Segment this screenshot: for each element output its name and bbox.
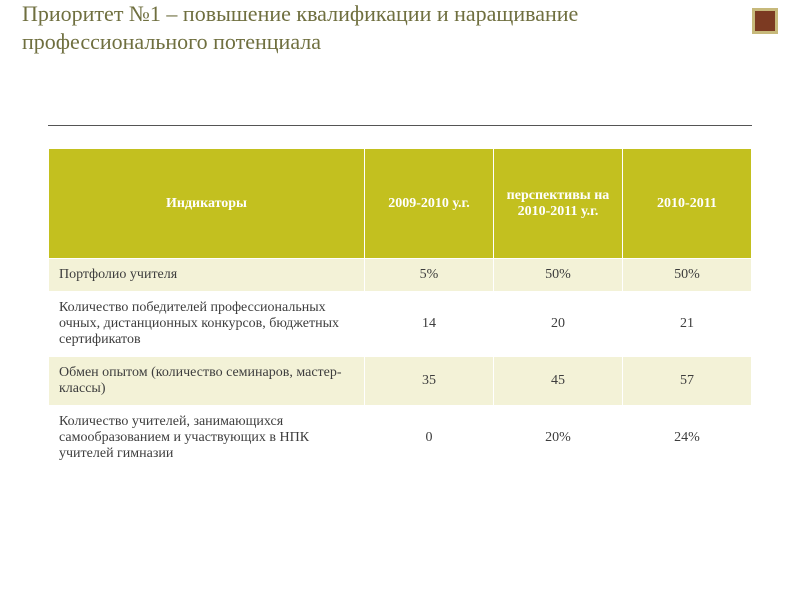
divider-line [48, 125, 752, 126]
indicator-cell: Количество победителей профессиональных … [49, 292, 365, 357]
table-header-row: Индикаторы 2009-2010 у.г. перспективы на… [49, 149, 752, 259]
value-cell: 14 [365, 292, 494, 357]
table-row: Обмен опытом (количество семинаров, маст… [49, 357, 752, 406]
value-cell: 24% [623, 406, 752, 471]
slide: Приоритет №1 – повышение квалификации и … [0, 0, 800, 600]
value-cell: 5% [365, 259, 494, 292]
indicator-cell: Портфолио учителя [49, 259, 365, 292]
value-cell: 35 [365, 357, 494, 406]
indicators-table: Индикаторы 2009-2010 у.г. перспективы на… [48, 148, 752, 471]
accent-square [752, 8, 778, 34]
table-row: Количество победителей профессиональных … [49, 292, 752, 357]
value-cell: 45 [494, 357, 623, 406]
value-cell: 20% [494, 406, 623, 471]
col-header-2010-2011: 2010-2011 [623, 149, 752, 259]
value-cell: 50% [623, 259, 752, 292]
table-row: Количество учителей, занимающихся самооб… [49, 406, 752, 471]
col-header-2009-2010: 2009-2010 у.г. [365, 149, 494, 259]
indicator-cell: Количество учителей, занимающихся самооб… [49, 406, 365, 471]
value-cell: 57 [623, 357, 752, 406]
indicators-table-wrap: Индикаторы 2009-2010 у.г. перспективы на… [48, 148, 752, 471]
col-header-indicators: Индикаторы [49, 149, 365, 259]
value-cell: 20 [494, 292, 623, 357]
value-cell: 0 [365, 406, 494, 471]
value-cell: 21 [623, 292, 752, 357]
table-row: Портфолио учителя 5% 50% 50% [49, 259, 752, 292]
slide-title: Приоритет №1 – повышение квалификации и … [22, 0, 762, 55]
value-cell: 50% [494, 259, 623, 292]
col-header-perspective: перспективы на 2010-2011 у.г. [494, 149, 623, 259]
indicator-cell: Обмен опытом (количество семинаров, маст… [49, 357, 365, 406]
